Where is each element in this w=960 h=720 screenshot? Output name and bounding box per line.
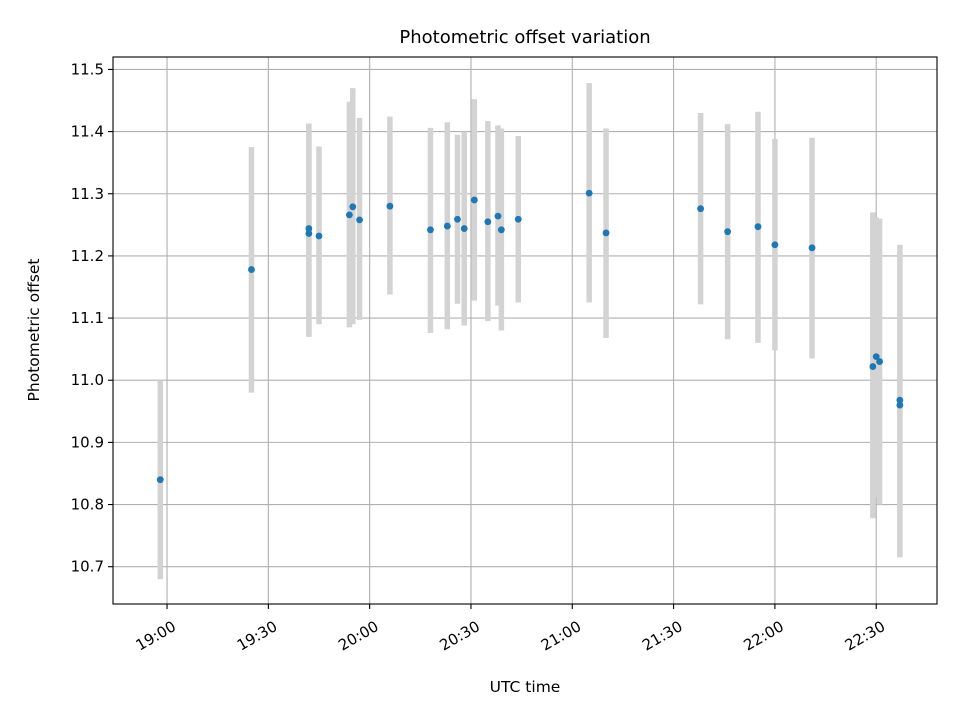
y-tick-label: 11.5 [71,60,104,78]
y-tick-label: 11.1 [71,309,104,327]
data-point [602,229,610,237]
data-point [808,244,816,252]
data-point [697,205,705,213]
data-point [305,230,313,237]
data-point [454,215,461,223]
data-point [460,225,468,232]
plot-frame [112,56,938,605]
y-axis-ticks: 10.7 10.8 10.9 11.0 11.1 11.2 11.3 11.4 11.5 [71,60,113,576]
data-point [386,202,394,210]
data-point [896,401,904,409]
data-point [356,216,363,224]
data-points [156,189,904,484]
data-point [896,396,904,404]
data-point [427,226,434,234]
data-point [724,228,732,236]
data-point [876,358,883,365]
y-tick-label: 10.7 [71,558,104,576]
data-point [754,223,762,231]
data-point [484,218,492,226]
data-point [771,241,779,249]
data-point [497,226,505,234]
data-point [156,476,164,484]
y-tick-label: 10.9 [71,433,104,451]
data-point [443,222,451,230]
data-point [315,232,323,240]
y-tick-label: 11.4 [71,123,104,141]
chart-title: Photometric offset variation [399,27,650,48]
data-point [305,225,313,232]
data-point [248,266,255,273]
data-point [872,353,880,361]
data-point [470,196,478,204]
data-point [494,212,502,220]
data-point [345,211,353,219]
y-tick-label: 11.3 [71,185,104,203]
y-tick-label: 10.8 [71,496,104,514]
y-tick-label: 11.0 [71,371,104,389]
data-point [869,363,877,370]
data-point [514,215,522,223]
y-axis-label: Photometric offset [25,259,43,402]
y-tick-label: 11.2 [71,247,104,265]
data-point [585,189,593,197]
data-point [349,203,357,211]
x-axis-label: UTC time [490,678,561,696]
